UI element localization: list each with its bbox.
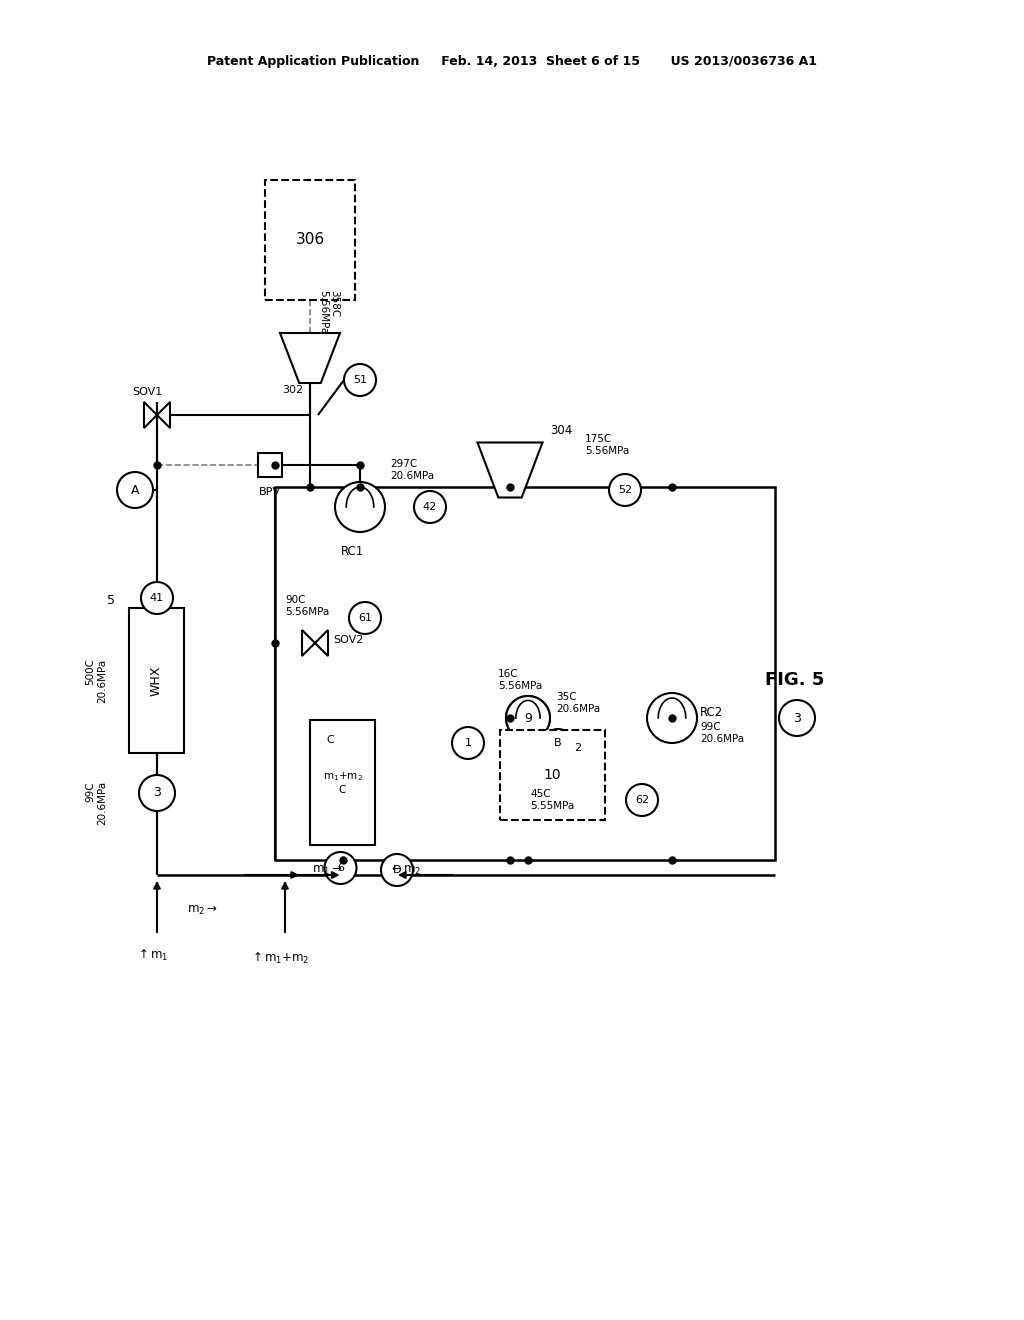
Polygon shape bbox=[315, 630, 328, 656]
Text: 2: 2 bbox=[574, 743, 582, 752]
Text: 16C
5.56MPa: 16C 5.56MPa bbox=[498, 669, 543, 690]
Text: 5: 5 bbox=[106, 594, 115, 606]
Text: B: B bbox=[554, 738, 562, 748]
Text: 45C
5.55MPa: 45C 5.55MPa bbox=[530, 789, 574, 810]
Bar bbox=[129, 609, 184, 752]
Text: 42: 42 bbox=[423, 502, 437, 512]
Text: C: C bbox=[326, 735, 334, 744]
Text: 52: 52 bbox=[617, 484, 632, 495]
Text: BPV: BPV bbox=[259, 487, 281, 498]
Polygon shape bbox=[144, 403, 157, 428]
Text: 9: 9 bbox=[524, 711, 531, 725]
Circle shape bbox=[506, 696, 550, 741]
Text: D: D bbox=[393, 865, 401, 875]
Text: 61: 61 bbox=[358, 612, 372, 623]
Circle shape bbox=[626, 784, 658, 816]
Text: FIG. 5: FIG. 5 bbox=[765, 671, 824, 689]
Polygon shape bbox=[280, 333, 340, 383]
Text: 41: 41 bbox=[150, 593, 164, 603]
Text: 62: 62 bbox=[635, 795, 649, 805]
Circle shape bbox=[325, 851, 356, 884]
Text: m$_2$$\rightarrow$: m$_2$$\rightarrow$ bbox=[187, 903, 218, 916]
Circle shape bbox=[564, 734, 592, 762]
Text: 304: 304 bbox=[550, 424, 572, 437]
Circle shape bbox=[139, 775, 175, 810]
Text: 302: 302 bbox=[282, 385, 303, 395]
Text: 1: 1 bbox=[465, 738, 471, 748]
Circle shape bbox=[452, 727, 484, 759]
Bar bbox=[310, 719, 375, 845]
Text: m$_1$$\rightarrow$: m$_1$$\rightarrow$ bbox=[312, 863, 343, 876]
Text: 99C
20.6MPa: 99C 20.6MPa bbox=[85, 781, 106, 825]
Text: A: A bbox=[131, 483, 139, 496]
Polygon shape bbox=[477, 442, 543, 498]
Circle shape bbox=[117, 473, 153, 508]
Text: 3: 3 bbox=[153, 787, 161, 800]
Text: SOV1: SOV1 bbox=[132, 387, 162, 397]
Text: $\uparrow$m$_1$: $\uparrow$m$_1$ bbox=[136, 948, 168, 962]
Text: SOV2: SOV2 bbox=[333, 635, 364, 645]
Bar bbox=[265, 180, 355, 300]
Bar bbox=[275, 487, 775, 861]
Text: $\leftarrow$m$_2$: $\leftarrow$m$_2$ bbox=[389, 863, 421, 876]
Text: WHX: WHX bbox=[150, 665, 163, 696]
Text: 297C
20.6MPa: 297C 20.6MPa bbox=[390, 459, 434, 480]
Text: 10: 10 bbox=[544, 768, 561, 781]
Text: 51: 51 bbox=[353, 375, 367, 385]
Polygon shape bbox=[302, 630, 315, 656]
Text: 306: 306 bbox=[296, 232, 325, 248]
Circle shape bbox=[141, 582, 173, 614]
Bar bbox=[500, 730, 605, 820]
Polygon shape bbox=[157, 403, 170, 428]
Text: $\uparrow$m$_1$+m$_2$: $\uparrow$m$_1$+m$_2$ bbox=[250, 950, 309, 965]
Circle shape bbox=[779, 700, 815, 737]
Text: RC2: RC2 bbox=[700, 706, 723, 719]
Circle shape bbox=[609, 474, 641, 506]
Circle shape bbox=[381, 854, 413, 886]
Circle shape bbox=[414, 491, 446, 523]
Text: 90C
5.56MPa: 90C 5.56MPa bbox=[285, 595, 330, 616]
Text: 175C
5.56MPa: 175C 5.56MPa bbox=[585, 434, 630, 455]
Circle shape bbox=[544, 729, 572, 756]
Text: 500C
20.6MPa: 500C 20.6MPa bbox=[85, 659, 106, 702]
Text: m$_1$+m$_2$
C: m$_1$+m$_2$ C bbox=[323, 771, 362, 795]
Circle shape bbox=[647, 693, 697, 743]
Text: Patent Application Publication     Feb. 14, 2013  Sheet 6 of 15       US 2013/00: Patent Application Publication Feb. 14, … bbox=[207, 55, 817, 69]
Circle shape bbox=[506, 696, 550, 741]
Text: 3: 3 bbox=[793, 711, 801, 725]
Circle shape bbox=[349, 602, 381, 634]
Text: 35C
20.6MPa: 35C 20.6MPa bbox=[556, 692, 600, 714]
Text: RC1: RC1 bbox=[340, 545, 364, 558]
Text: 358C
5.56MPa: 358C 5.56MPa bbox=[318, 290, 340, 334]
Circle shape bbox=[344, 364, 376, 396]
Text: 6: 6 bbox=[337, 863, 344, 873]
Circle shape bbox=[335, 482, 385, 532]
Bar bbox=[258, 453, 282, 477]
Circle shape bbox=[315, 725, 345, 755]
Text: 99C
20.6MPa: 99C 20.6MPa bbox=[700, 722, 744, 743]
